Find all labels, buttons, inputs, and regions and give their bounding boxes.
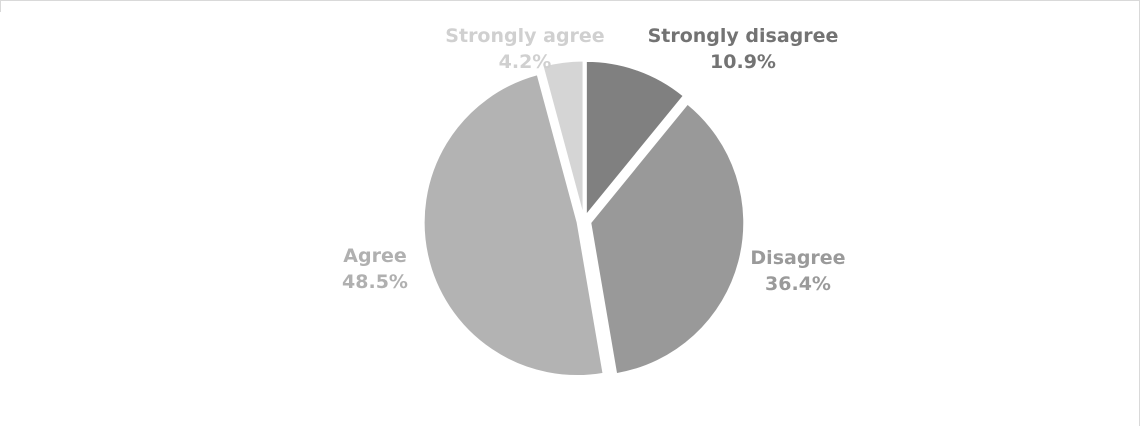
slice-percent-label: 10.9%: [710, 51, 776, 73]
pie-slice-strongly-agree: [542, 60, 584, 215]
slice-labels: Strongly disagree 10.9% Disagree 36.4% Agree…: [342, 25, 846, 295]
slice-percent-label: 48.5%: [342, 271, 408, 293]
chart-area-border-left: [0, 0, 1, 12]
pie-slice-disagree: [590, 103, 745, 375]
pie-slice-strongly-disagree: [585, 60, 684, 216]
pie-slices: [423, 60, 745, 376]
slice-category-label: Disagree: [750, 247, 845, 269]
slice-category-label: Strongly disagree: [648, 25, 839, 47]
slice-percent-label: 4.2%: [499, 51, 552, 73]
slice-category-label: Strongly agree: [445, 25, 604, 47]
pie-slice-agree: [423, 74, 604, 376]
slice-category-label: Agree: [343, 245, 406, 267]
slice-percent-label: 36.4%: [765, 273, 831, 295]
